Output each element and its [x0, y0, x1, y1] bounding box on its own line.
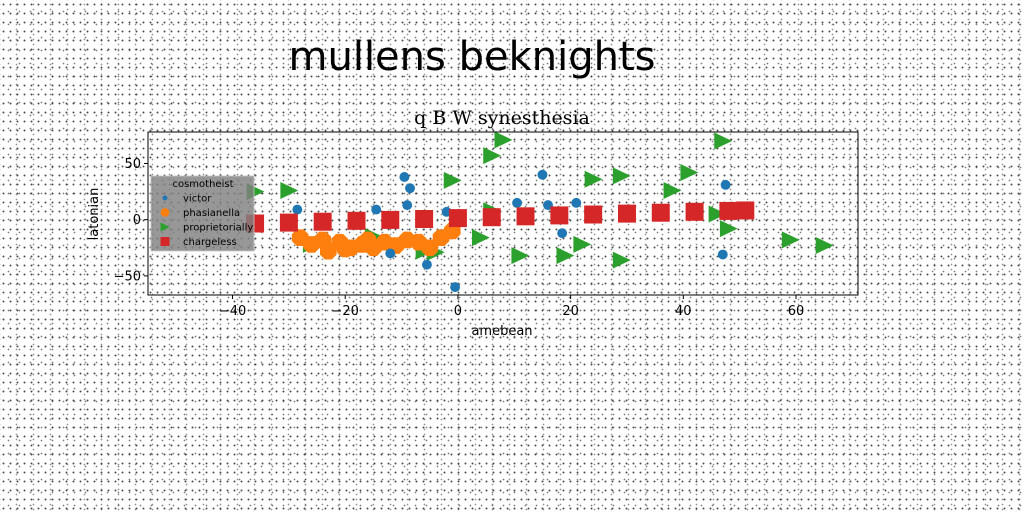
data-point — [612, 167, 631, 185]
x-axis-ticks: −40 −20 0 20 40 60 — [219, 295, 804, 319]
legend-label-phasianella: phasianella — [183, 208, 240, 219]
data-point — [719, 201, 738, 220]
data-point — [280, 181, 299, 199]
data-point — [550, 206, 569, 225]
legend-title: cosmotheist — [172, 179, 233, 190]
axes-frame — [147, 131, 859, 296]
data-point — [537, 169, 548, 180]
data-point — [584, 205, 603, 224]
data-point — [359, 231, 377, 249]
data-point — [483, 147, 502, 165]
y-tick-label: 50 — [124, 157, 141, 172]
y-axis-ticks: −50 0 50 — [114, 157, 148, 284]
legend-label-chargeless: chargeless — [183, 237, 237, 248]
data-point — [399, 172, 410, 182]
data-point — [279, 213, 298, 232]
x-axis-label: amebean — [471, 324, 532, 339]
data-point — [556, 247, 575, 265]
data-point — [405, 183, 415, 194]
data-point — [557, 228, 568, 239]
data-point — [815, 237, 834, 255]
chart-title: q B W synesthesia — [414, 107, 590, 129]
data-point — [685, 202, 704, 221]
x-tick-label: 40 — [675, 304, 692, 319]
legend-marker-chargeless — [160, 237, 170, 246]
legend: cosmotheist victor phasianella proprietori… — [150, 175, 255, 252]
data-point — [482, 208, 501, 227]
data-point — [680, 163, 699, 181]
data-point — [314, 231, 331, 249]
data-point — [516, 207, 535, 226]
legend-items: victor phasianella proprietorially chargele… — [160, 194, 253, 248]
data-point — [612, 251, 631, 269]
data-point — [385, 248, 396, 259]
data-point — [708, 205, 727, 223]
data-point — [571, 197, 582, 208]
x-tick-label: 60 — [788, 304, 805, 319]
data-point — [663, 181, 682, 199]
plot-area — [246, 131, 834, 293]
x-tick-label: −20 — [332, 304, 359, 319]
data-point — [448, 209, 467, 228]
data-point — [512, 197, 523, 208]
data-point — [651, 203, 670, 222]
data-point — [381, 210, 400, 229]
data-point — [347, 211, 366, 230]
legend-marker-phasianella — [160, 208, 170, 217]
data-point — [717, 249, 728, 260]
data-point — [371, 204, 382, 215]
y-tick-label: 0 — [133, 213, 141, 228]
legend-marker-victor — [162, 195, 168, 201]
legend-label-proprietorially: proprietorially — [183, 223, 253, 234]
data-point — [736, 201, 755, 220]
series-chargeless — [246, 201, 755, 233]
data-point — [313, 212, 332, 231]
data-point — [292, 204, 303, 215]
data-point — [714, 132, 733, 150]
data-point — [781, 231, 800, 249]
data-point — [421, 259, 432, 270]
data-point — [402, 200, 413, 211]
data-point — [443, 171, 462, 189]
data-point — [584, 170, 603, 188]
data-point — [450, 282, 461, 293]
x-tick-label: 0 — [454, 304, 462, 319]
data-point — [617, 204, 636, 223]
data-point — [494, 131, 513, 149]
figure-title: mullens beknights — [288, 34, 656, 80]
data-point — [336, 240, 354, 258]
data-point — [720, 179, 731, 190]
x-tick-label: −40 — [219, 304, 246, 319]
data-point — [511, 247, 530, 265]
data-point — [573, 235, 592, 253]
data-point — [415, 210, 434, 229]
data-point — [719, 220, 738, 238]
y-tick-label: −50 — [114, 269, 141, 284]
legend-label-victor: victor — [183, 194, 212, 205]
legend-marker-proprietorially — [160, 222, 170, 232]
data-point — [471, 229, 490, 247]
y-axis-label: latonian — [87, 188, 102, 241]
data-point — [421, 239, 439, 257]
x-tick-label: 20 — [562, 304, 579, 319]
